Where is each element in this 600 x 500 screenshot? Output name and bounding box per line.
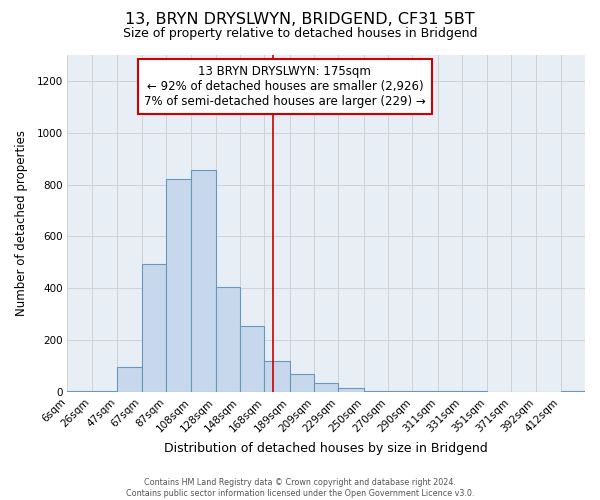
Bar: [290, 374, 314, 392]
Bar: [561, 391, 585, 392]
Bar: [388, 390, 412, 392]
Y-axis label: Number of detached properties: Number of detached properties: [15, 130, 28, 316]
X-axis label: Distribution of detached houses by size in Bridgend: Distribution of detached houses by size …: [164, 442, 488, 455]
Text: 13 BRYN DRYSLWYN: 175sqm
← 92% of detached houses are smaller (2,926)
7% of semi: 13 BRYN DRYSLWYN: 175sqm ← 92% of detach…: [144, 65, 425, 108]
Text: Contains HM Land Registry data © Crown copyright and database right 2024.
Contai: Contains HM Land Registry data © Crown c…: [126, 478, 474, 498]
Bar: [215, 287, 240, 392]
Text: Size of property relative to detached houses in Bridgend: Size of property relative to detached ho…: [123, 28, 477, 40]
Text: 13, BRYN DRYSLWYN, BRIDGEND, CF31 5BT: 13, BRYN DRYSLWYN, BRIDGEND, CF31 5BT: [125, 12, 475, 28]
Bar: [264, 361, 290, 392]
Bar: [166, 180, 191, 392]
Bar: [117, 368, 142, 392]
Bar: [364, 390, 388, 392]
Bar: [142, 264, 166, 392]
Bar: [314, 383, 338, 392]
Bar: [240, 326, 264, 392]
Bar: [67, 390, 92, 392]
Bar: [191, 170, 215, 392]
Bar: [412, 391, 438, 392]
Bar: [92, 390, 117, 392]
Bar: [338, 388, 364, 392]
